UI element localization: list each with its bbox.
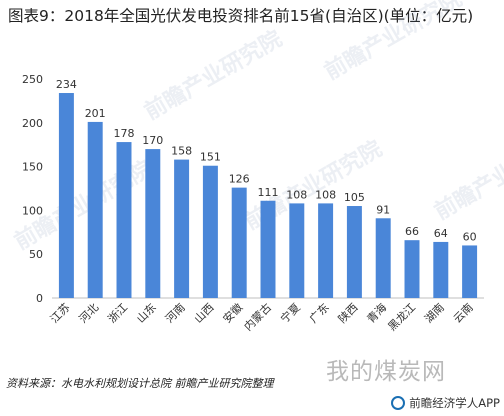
brand-footer: 前瞻经济学人APP xyxy=(391,395,500,411)
x-tick-label: 黑龙江 xyxy=(386,301,419,334)
data-label: 234 xyxy=(56,78,77,91)
x-tick-label: 江苏 xyxy=(48,301,73,326)
watermark-text: 前瞻产业研究院 xyxy=(430,126,504,226)
data-label: 108 xyxy=(315,188,336,201)
data-label: 126 xyxy=(229,173,250,186)
data-label: 111 xyxy=(258,186,279,199)
x-tick-label: 陕西 xyxy=(335,300,360,325)
x-tick-label: 河北 xyxy=(77,301,102,326)
bar xyxy=(462,245,478,298)
data-label: 158 xyxy=(171,145,192,158)
bar xyxy=(202,165,218,298)
overlay-logo-text: 我的煤炭网 xyxy=(326,359,446,385)
y-tick-label: 100 xyxy=(22,204,43,217)
chart-title: 图表9：2018年全国光伏发电投资排名前15省(自治区)(单位：亿元) xyxy=(8,7,474,25)
x-tick-label: 河南 xyxy=(163,301,188,326)
bar-series xyxy=(58,93,478,299)
y-tick-labels: 0 50 100 150 200 250 xyxy=(22,73,43,305)
data-label: 170 xyxy=(142,134,163,147)
bar xyxy=(58,93,74,299)
bar xyxy=(116,142,132,298)
x-tick-label: 湖南 xyxy=(422,301,447,326)
x-tick-label: 内蒙古 xyxy=(241,300,274,333)
bar xyxy=(318,203,334,298)
bar xyxy=(174,159,190,298)
source-note: 资料来源：水电水利规划设计总院 前瞻产业研究院整理 xyxy=(6,377,274,390)
bar xyxy=(375,218,391,298)
x-tick-label: 山东 xyxy=(134,301,159,326)
bar xyxy=(289,203,305,298)
x-tick-label: 青海 xyxy=(364,300,389,325)
x-tick-label: 安徽 xyxy=(220,300,245,325)
x-tick-label: 山西 xyxy=(192,301,217,326)
data-label: 201 xyxy=(85,107,106,120)
y-tick-label: 0 xyxy=(36,292,43,305)
watermark-text: 前瞻产业研究院 xyxy=(320,0,466,85)
data-label: 105 xyxy=(344,191,365,204)
watermark-text: 前瞻产业研究院 xyxy=(140,26,286,126)
data-label: 151 xyxy=(200,151,221,164)
y-tick-label: 200 xyxy=(22,117,43,130)
y-tick-label: 150 xyxy=(22,161,43,174)
bar xyxy=(260,200,276,298)
bar xyxy=(231,187,247,298)
x-tick-label: 广东 xyxy=(307,301,332,326)
data-labels: 234 201 178 170 158 151 126 111 108 108 105 91 66 64 6… xyxy=(56,78,477,243)
x-tick-label: 云南 xyxy=(451,301,476,326)
bar xyxy=(346,206,362,298)
brand-label: 前瞻经济学人APP xyxy=(409,396,500,410)
y-tick-label: 50 xyxy=(29,248,43,261)
bar xyxy=(433,241,449,298)
data-label: 91 xyxy=(376,203,390,216)
x-tick-label: 浙江 xyxy=(105,301,130,326)
bar xyxy=(145,149,161,298)
bar xyxy=(87,121,103,298)
y-tick-label: 250 xyxy=(22,73,43,86)
data-label: 66 xyxy=(405,225,419,238)
x-tick-label: 宁夏 xyxy=(277,300,302,325)
data-label: 64 xyxy=(434,227,448,240)
brand-logo-icon xyxy=(391,396,406,410)
data-label: 178 xyxy=(114,127,135,140)
data-label: 108 xyxy=(286,188,307,201)
data-label: 60 xyxy=(463,230,477,243)
bar xyxy=(404,240,420,298)
